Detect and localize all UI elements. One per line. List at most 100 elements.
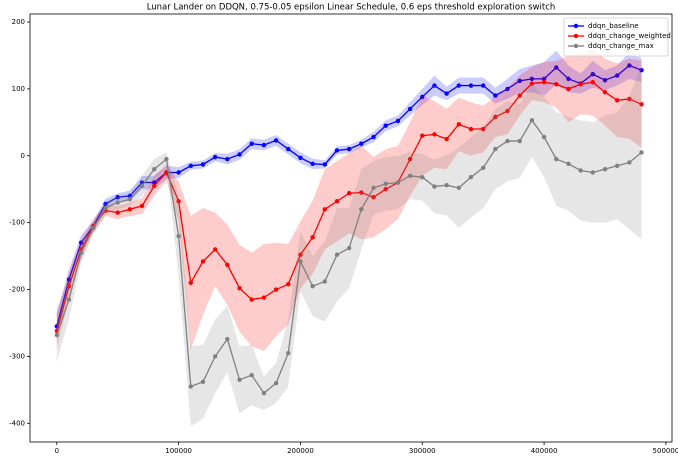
legend-marker: [573, 33, 579, 39]
data-point: [103, 201, 108, 207]
legend-marker: [573, 23, 579, 29]
data-point: [334, 199, 340, 204]
data-point: [188, 163, 194, 169]
data-point: [517, 93, 522, 98]
data-point: [614, 73, 620, 78]
data-point: [237, 152, 242, 157]
data-point: [164, 170, 169, 175]
data-point: [298, 252, 303, 257]
data-point: [188, 384, 194, 389]
y-tick-label: 100: [12, 85, 25, 93]
data-point: [286, 350, 291, 356]
data-point: [554, 82, 559, 87]
data-point: [346, 191, 352, 196]
data-point: [115, 195, 120, 200]
data-point: [541, 134, 547, 140]
data-point: [541, 76, 547, 82]
data-point: [407, 106, 413, 112]
data-point: [614, 163, 620, 169]
data-point: [322, 162, 328, 167]
data-point: [103, 205, 108, 211]
data-point: [420, 94, 425, 100]
data-point: [139, 203, 145, 209]
data-point: [383, 181, 388, 187]
data-point: [468, 126, 474, 132]
data-point: [639, 102, 644, 107]
data-point: [212, 247, 218, 252]
data-point: [66, 277, 72, 282]
data-point: [432, 83, 437, 88]
data-point: [602, 90, 608, 95]
y-tick-label: 200: [12, 18, 25, 26]
data-point: [139, 183, 145, 189]
data-point: [334, 252, 340, 257]
data-point: [590, 80, 596, 85]
data-point: [529, 118, 535, 123]
data-point: [66, 297, 72, 302]
data-point: [261, 390, 267, 396]
data-point: [627, 96, 632, 102]
data-point: [310, 235, 315, 240]
data-point: [273, 287, 279, 292]
x-tick-label: 100000: [165, 447, 192, 455]
chart-title: Lunar Lander on DDQN, 0.75-0.05 epsilon …: [147, 3, 556, 13]
data-point: [493, 146, 498, 152]
data-point: [237, 377, 242, 383]
data-point: [286, 281, 291, 287]
data-point: [249, 372, 254, 378]
data-point: [566, 161, 571, 166]
data-point: [286, 146, 291, 152]
legend-label: ddqn_baseline: [588, 22, 639, 30]
data-point: [152, 166, 157, 172]
legend-label: ddqn_change_weighted: [588, 32, 671, 40]
x-tick-label: 200000: [287, 447, 314, 455]
data-point: [176, 199, 181, 204]
legend: ddqn_baseline ddqn_change_weighted ddqn_ch…: [563, 17, 671, 57]
data-point: [639, 150, 644, 155]
data-point: [176, 170, 181, 175]
x-tick-label: 400000: [531, 447, 558, 455]
y-tick-label: 0: [21, 152, 25, 160]
data-point: [517, 138, 522, 144]
data-point: [480, 165, 486, 171]
data-point: [517, 78, 522, 84]
data-point: [176, 233, 181, 239]
data-point: [261, 142, 267, 148]
data-point: [261, 295, 267, 300]
data-point: [420, 133, 425, 138]
data-point: [614, 98, 620, 103]
data-point: [468, 174, 474, 180]
data-point: [480, 83, 486, 88]
legend-box: [563, 17, 669, 57]
y-tick-label: -400: [9, 419, 25, 427]
data-point: [298, 259, 303, 264]
data-point: [432, 132, 437, 137]
data-point: [127, 197, 133, 202]
data-point: [200, 259, 206, 264]
data-point: [188, 280, 194, 286]
data-point: [371, 134, 376, 140]
data-point: [152, 183, 157, 189]
data-point: [602, 78, 608, 83]
data-point: [359, 190, 364, 195]
plot-area: [29, 13, 673, 443]
data-point: [554, 156, 559, 162]
data-point: [444, 91, 449, 96]
legend-label: ddqn_change_max: [588, 42, 654, 50]
data-point: [346, 146, 352, 152]
y-tick-label: -100: [9, 219, 25, 227]
data-point: [164, 156, 169, 162]
data-point: [456, 185, 462, 191]
data-point: [152, 180, 157, 185]
data-point: [529, 76, 535, 82]
data-point: [456, 122, 462, 127]
data-point: [578, 82, 583, 87]
data-point: [627, 63, 632, 68]
data-point: [78, 240, 84, 245]
data-point: [420, 174, 425, 180]
data-point: [310, 161, 315, 166]
data-point: [468, 83, 474, 88]
data-point: [505, 138, 510, 144]
data-point: [395, 180, 401, 185]
data-point: [371, 195, 376, 200]
